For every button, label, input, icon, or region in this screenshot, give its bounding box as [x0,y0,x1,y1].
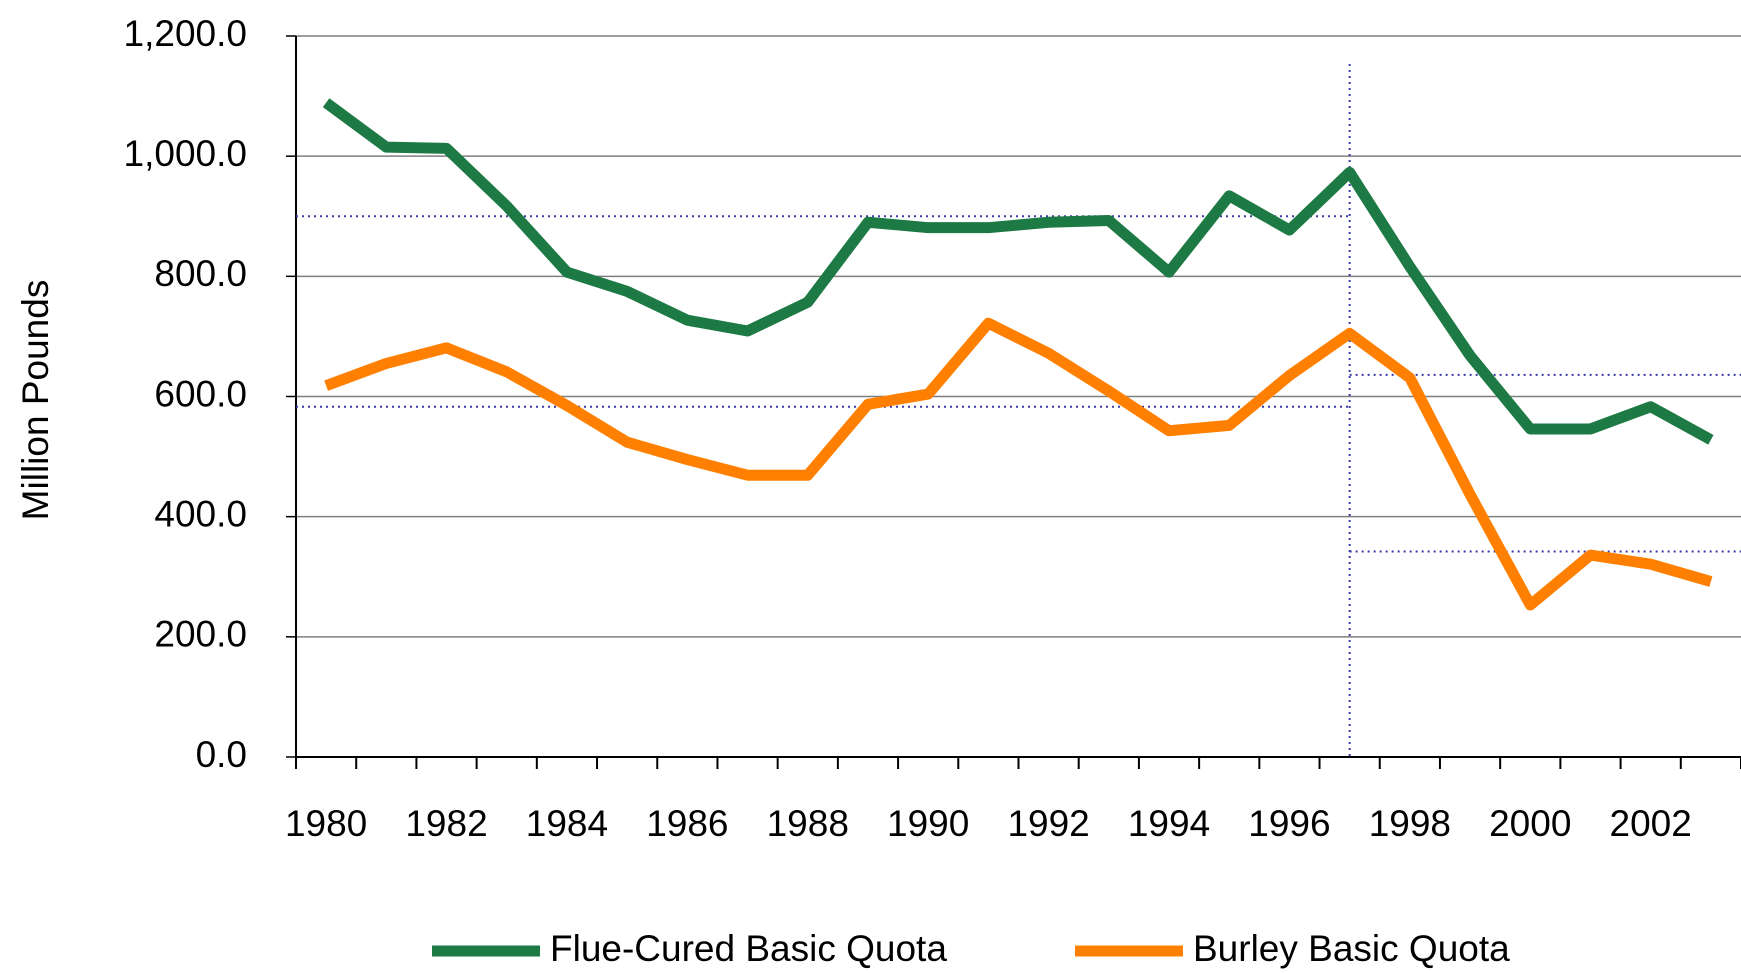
series-line [324,317,1713,611]
legend-label: Burley Basic Quota [1193,928,1510,969]
y-axis-title: Million Pounds [15,280,56,521]
x-tick-label: 1988 [767,803,849,844]
x-tick-label: 2002 [1610,803,1692,844]
legend-label: Flue-Cured Basic Quota [550,928,947,969]
x-tick-label: 2000 [1489,803,1571,844]
x-tick-label: 1992 [1007,803,1089,844]
x-tick-label: 1994 [1128,803,1210,844]
y-tick-label: 800.0 [154,253,247,294]
y-tick-label: 0.0 [196,734,247,775]
y-tick-label: 1,000.0 [124,133,247,174]
x-tick-label: 1990 [887,803,969,844]
x-tick-label: 1986 [646,803,728,844]
x-tick-label: 1982 [405,803,487,844]
x-tick-label: 1996 [1248,803,1330,844]
y-tick-label: 400.0 [154,493,247,534]
series-line [322,98,1714,445]
y-tick-label: 200.0 [154,614,247,655]
x-tick-label: 1998 [1369,803,1451,844]
x-tick-label: 1980 [285,803,367,844]
y-tick-label: 600.0 [154,373,247,414]
x-tick-label: 1984 [526,803,608,844]
y-tick-label: 1,200.0 [124,13,247,54]
